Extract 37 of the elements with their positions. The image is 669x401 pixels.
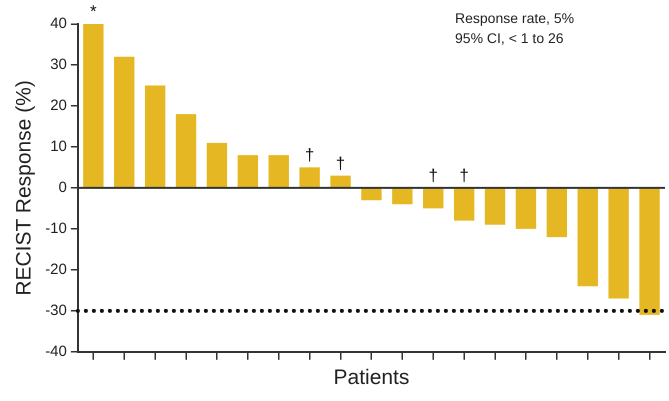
data-label: † — [459, 166, 469, 186]
data-label: † — [428, 166, 438, 186]
data-label: † — [304, 146, 314, 165]
y-tick-label: 30 — [50, 56, 67, 74]
bar — [144, 85, 166, 188]
y-tick-label: -40 — [45, 342, 67, 360]
y-tick-label: 40 — [50, 15, 67, 32]
bar — [361, 188, 382, 200]
bar — [639, 188, 660, 315]
y-axis-title: RECIST Response (%) — [12, 80, 36, 296]
x-axis-title: Patients — [333, 366, 410, 390]
bar — [578, 188, 598, 286]
bar — [206, 142, 228, 188]
bar — [516, 188, 536, 229]
bar — [392, 188, 413, 204]
data-label: * — [90, 2, 98, 22]
bar — [608, 188, 629, 299]
bar — [423, 188, 444, 208]
data-label: † — [336, 154, 346, 173]
y-tick-label: -10 — [45, 220, 67, 238]
bar — [546, 188, 568, 238]
y-tick-label: 20 — [50, 97, 67, 114]
bar — [238, 155, 258, 188]
y-tick-label: 0 — [58, 179, 67, 196]
bar — [484, 188, 506, 225]
bar — [454, 188, 474, 221]
bar — [114, 56, 134, 188]
bar — [299, 167, 320, 188]
y-tick-label: -20 — [45, 260, 67, 278]
bar — [176, 114, 196, 188]
bar — [83, 24, 104, 188]
bar — [268, 155, 289, 188]
annotation: 95% CI, < 1 to 26 — [455, 30, 564, 46]
y-tick-label: -30 — [45, 302, 67, 319]
annotation: Response rate, 5% — [455, 10, 574, 26]
bar — [330, 176, 351, 188]
y-tick-label: 10 — [50, 138, 67, 156]
